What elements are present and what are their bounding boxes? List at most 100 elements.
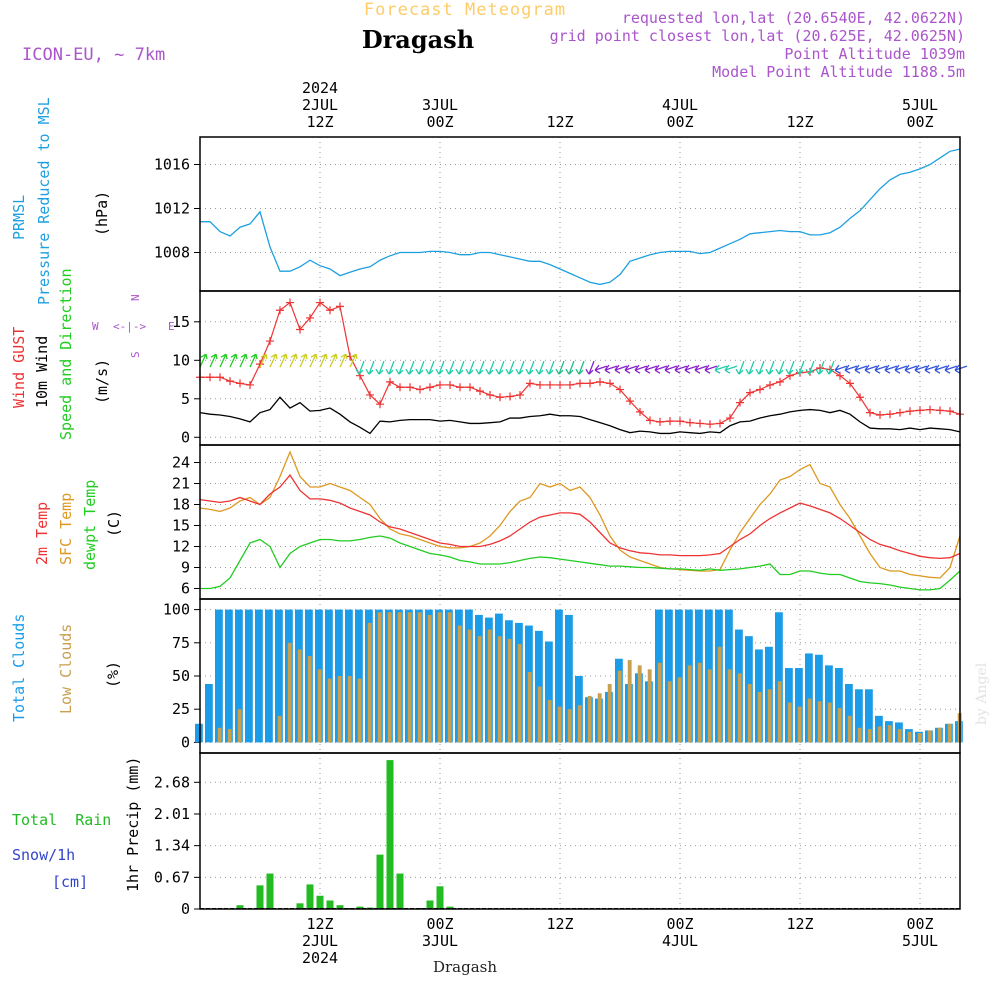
total-cloud-bar (225, 609, 233, 743)
top-time-label: 12Z (306, 113, 333, 131)
footer-place: Dragash (433, 958, 497, 976)
gust-marker (746, 388, 754, 397)
rain-bar (426, 900, 434, 909)
bottom-time-label: 00Z (426, 915, 453, 933)
compass-west: W (92, 320, 99, 333)
low-cloud-bar (697, 662, 702, 743)
total-cloud-bar (835, 668, 843, 743)
pressure-ytick-label: 1012 (154, 200, 190, 218)
low-cloud-bar (847, 715, 852, 743)
gust-marker (646, 416, 654, 425)
gust-marker (326, 306, 334, 315)
plots: 1008 1012 1016 0 5 10 15 6 9 12 15 18 21 24 0 25 50 75 100… (154, 79, 968, 967)
gust-marker (236, 379, 244, 388)
wind-direction-arrow (924, 364, 938, 374)
wind-direction-arrow (795, 360, 805, 375)
model-name: ICON-EU, ~ 7km (22, 45, 165, 65)
gust-marker (556, 380, 564, 389)
meteogram-title: Forecast Meteogram (364, 0, 566, 20)
gust-marker (396, 383, 404, 392)
gust-marker (876, 410, 884, 419)
rain-bar (436, 886, 444, 909)
pressure-label-1: PRMSL (10, 195, 28, 240)
gust-marker (916, 406, 924, 415)
wind-direction-arrow (594, 364, 608, 374)
rain-bar (266, 873, 274, 909)
wind-direction-arrow (545, 360, 555, 375)
top-time-label: 12Z (786, 113, 813, 131)
rain-bar (256, 885, 264, 909)
point-altitude: Point Altitude 1039m (784, 45, 965, 63)
low-cloud-bar (557, 706, 562, 743)
wind-direction-arrow (395, 360, 405, 375)
low-cloud-bar (767, 689, 772, 743)
gust-marker (486, 390, 494, 399)
gust-marker (726, 414, 734, 423)
compass-arrow-ew: <-|-> (113, 320, 146, 333)
gust-marker (886, 410, 894, 419)
bottom-time-label: 12Z (546, 915, 573, 933)
gust-marker (656, 417, 664, 426)
total-cloud-bar (545, 641, 553, 743)
gust-marker (426, 383, 434, 392)
precip-ytick-label: 2.68 (154, 773, 190, 791)
wind-direction-arrow (704, 364, 718, 374)
wind-dir-label: Speed and Direction (57, 268, 75, 440)
wind-direction-arrow (199, 353, 208, 368)
gust-marker (596, 377, 604, 386)
gust-marker (336, 302, 344, 311)
gust-marker (566, 380, 574, 389)
low-cloud-bar (377, 612, 382, 743)
wind-10m-label: 10m Wind (33, 336, 51, 408)
wind-direction-arrow (825, 360, 835, 375)
total-cloud-bar (775, 612, 783, 743)
gust-marker (306, 313, 314, 322)
gust-marker (606, 379, 614, 388)
low-cloud-bar (307, 656, 312, 743)
place-name: Dragash (362, 25, 474, 54)
wind-direction-arrow (249, 353, 258, 368)
gust-marker (406, 383, 414, 392)
wind-direction-arrow (435, 360, 445, 375)
gust-marker (246, 380, 254, 389)
wind-direction-arrow (209, 353, 218, 368)
gust-marker (696, 419, 704, 428)
temperature-ytick-label: 21 (172, 475, 190, 493)
low-cloud-bar (677, 677, 682, 743)
low-cloud-bar (587, 695, 592, 743)
wind-direction-arrow (465, 360, 475, 375)
total-cloud-bar (565, 614, 573, 743)
top-time-label: 00Z (666, 113, 693, 131)
low-cloud-bar (807, 698, 812, 743)
total-cloud-bar (325, 609, 333, 743)
top-time-label: 2024 (302, 79, 338, 97)
rain-bar (326, 900, 334, 909)
wind-direction-arrow (219, 353, 228, 368)
rain-bar (446, 906, 454, 909)
credit: by Angel (974, 662, 990, 725)
low-cloud-bar (397, 612, 402, 743)
clouds-ytick-label: 25 (172, 700, 190, 718)
total-cloud-bar (855, 689, 863, 743)
total-cloud-bar (235, 609, 243, 743)
top-time-label: 3JUL (422, 96, 458, 114)
gust-marker (416, 385, 424, 394)
low-cloud-bar (337, 676, 342, 743)
wind-direction-arrow (385, 360, 395, 375)
temperature-ytick-label: 12 (172, 538, 190, 556)
wind-ytick-label: 5 (181, 390, 190, 408)
low-cloud-bar (917, 733, 922, 743)
gust-marker (316, 298, 324, 307)
total-cloud-bar (355, 609, 363, 743)
temp-unit: (C) (105, 510, 123, 537)
total-cloud-bar (195, 723, 203, 743)
low-cloud-bar (537, 686, 542, 743)
low-cloud-bar (497, 636, 502, 743)
total-cloud-bar (205, 683, 213, 743)
low-cloud-bar (817, 701, 822, 743)
clouds-label-2: Low Clouds (57, 624, 75, 714)
clouds-label-1: Total Clouds (10, 614, 28, 722)
wind-gust-label: Wind GUST (10, 327, 28, 408)
total-cloud-bar (845, 683, 853, 743)
low-cloud-bar (577, 705, 582, 743)
